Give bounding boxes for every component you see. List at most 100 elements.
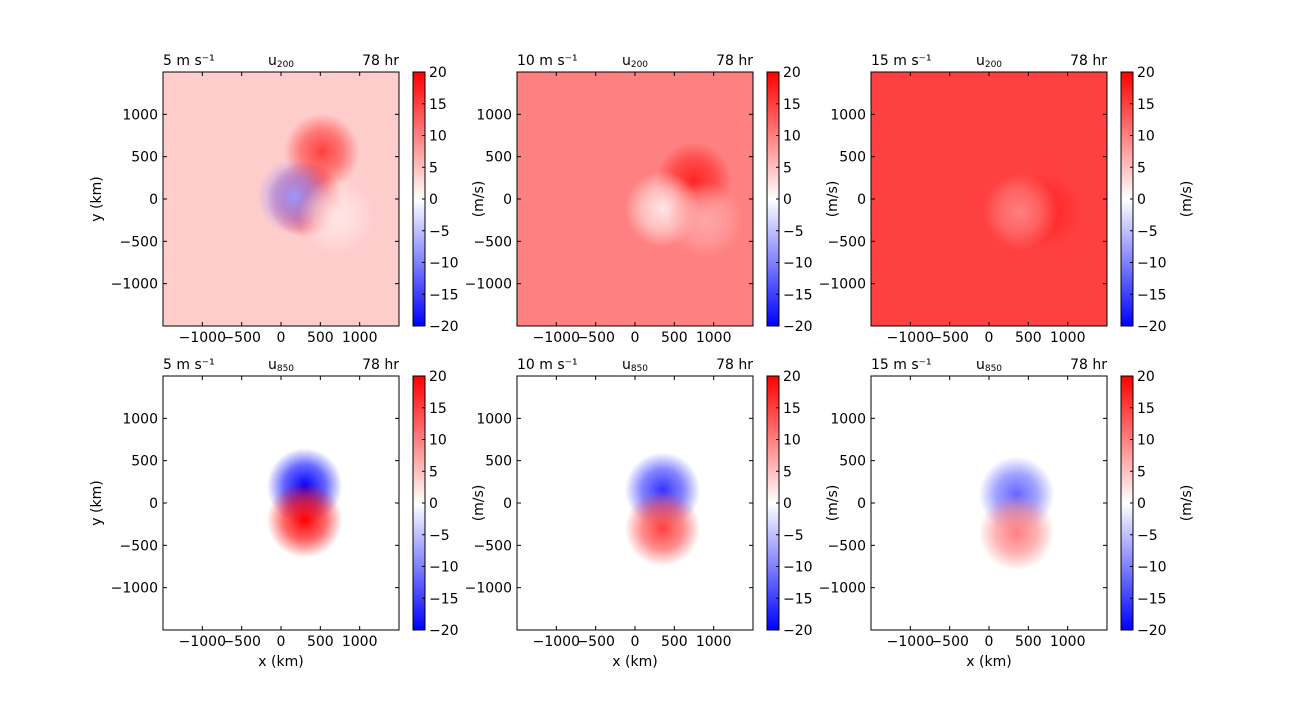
x-axis-label: x (km)	[612, 654, 657, 670]
colorbar-tick-label: 15	[429, 401, 447, 417]
y-tick-label: −1000	[111, 581, 158, 597]
x-tick-label: 1000	[342, 634, 378, 650]
left-title: 5 m s⁻¹	[163, 53, 215, 69]
x-tick-label: −500	[930, 330, 968, 346]
right-title: 78 hr	[1070, 53, 1107, 69]
colorbar-tick-label: 20	[429, 369, 447, 385]
colorbar-tick-label: 5	[429, 464, 438, 480]
colorbar-tick-label: −20	[1137, 623, 1167, 639]
x-tick-label: −1000	[887, 634, 934, 650]
colorbar-tick-label: −10	[783, 256, 813, 272]
x-axis-label: x (km)	[966, 654, 1011, 670]
x-tick-label: −1000	[179, 330, 226, 346]
x-tick-label: 0	[985, 634, 994, 650]
colorbar-tick-label: −5	[1137, 528, 1158, 544]
x-tick-label: 0	[631, 634, 640, 650]
colorbar-label: (m/s)	[825, 181, 841, 218]
colorbar-tick-label: −20	[429, 319, 459, 335]
x-tick-label: 1000	[1050, 330, 1086, 346]
center-title-base: u	[976, 357, 985, 373]
colorbar-tick-label: −10	[783, 560, 813, 576]
colorbar-tick-label: 20	[429, 65, 447, 81]
colorbar-tick-label: 10	[783, 129, 801, 145]
y-tick-label: −1000	[465, 581, 512, 597]
field-feature	[624, 490, 701, 567]
x-axis-label: x (km)	[258, 654, 303, 670]
colorbar-tick-label: 0	[1137, 496, 1146, 512]
center-title-base: u	[622, 357, 631, 373]
colorbar-tick-label: 20	[1137, 65, 1155, 81]
x-tick-label: 0	[631, 330, 640, 346]
y-axis-label: y (km)	[89, 480, 105, 525]
colorbar-tick-label: −15	[783, 287, 813, 303]
colorbar-tick-label: 0	[783, 192, 792, 208]
colorbar-tick-label: 10	[429, 433, 447, 449]
left-title: 10 m s⁻¹	[517, 357, 578, 373]
colorbar-tick-label: −15	[783, 591, 813, 607]
y-tick-label: 500	[131, 454, 158, 470]
center-title: u850	[268, 357, 294, 374]
y-tick-label: −500	[474, 538, 512, 554]
center-title: u850	[976, 357, 1002, 374]
center-title-sub: 200	[985, 60, 1002, 70]
y-tick-label: −1000	[819, 277, 866, 293]
center-title-base: u	[622, 53, 631, 69]
right-title: 78 hr	[1070, 357, 1107, 373]
colorbar-tick-label: 15	[429, 97, 447, 113]
colorbar-tick-label: 10	[783, 433, 801, 449]
colorbar-tick-label: 0	[429, 496, 438, 512]
colorbar: 20 15 10 5 0 −5 −10 −15 −20 (m/s)	[766, 369, 841, 639]
y-tick-label: −500	[120, 234, 158, 250]
x-tick-label: −500	[576, 634, 614, 650]
y-tick-label: 0	[857, 496, 866, 512]
colorbar-tick-label: 5	[1137, 160, 1146, 176]
x-tick-label: −1000	[533, 330, 580, 346]
y-tick-label: 500	[131, 150, 158, 166]
left-title: 15 m s⁻¹	[871, 357, 932, 373]
right-title: 78 hr	[716, 357, 753, 373]
y-tick-label: 1000	[830, 411, 866, 427]
colorbar-tick-label: 15	[783, 401, 801, 417]
field-feature	[266, 481, 343, 559]
colorbar-tick-label: −5	[429, 224, 450, 240]
left-title: 15 m s⁻¹	[871, 53, 932, 69]
y-tick-label: 500	[485, 150, 512, 166]
colorbar-tick-label: −10	[1137, 256, 1167, 272]
center-title: u200	[268, 53, 294, 70]
colorbar: 20 15 10 5 0 −5 −10 −15 −20 (m/s)	[1120, 369, 1195, 639]
colorbar-tick-label: −5	[1137, 224, 1158, 240]
y-tick-label: 0	[857, 192, 866, 208]
left-title: 10 m s⁻¹	[517, 53, 578, 69]
x-tick-label: 500	[661, 330, 688, 346]
y-tick-label: −500	[828, 538, 866, 554]
field-feature	[298, 177, 374, 255]
y-tick-label: −500	[828, 234, 866, 250]
y-tick-label: 1000	[830, 107, 866, 123]
x-tick-label: 500	[661, 634, 688, 650]
right-title: 78 hr	[716, 53, 753, 69]
field-feature	[668, 182, 744, 259]
colorbar-tick-label: −5	[783, 528, 804, 544]
colorbar-tick-label: 15	[783, 97, 801, 113]
left-title: 5 m s⁻¹	[163, 357, 215, 373]
colorbar-tick-label: 5	[783, 160, 792, 176]
field-features	[978, 456, 1055, 571]
colorbar: 20 15 10 5 0 −5 −10 −15 −20 (m/s)	[1120, 65, 1195, 335]
colorbar-tick-label: 0	[429, 192, 438, 208]
center-title: u850	[622, 357, 648, 374]
colorbar-tick-label: 5	[1137, 464, 1146, 480]
x-tick-label: 0	[985, 330, 994, 346]
y-tick-label: 500	[839, 454, 866, 470]
colorbar: 20 15 10 5 0 −5 −10 −15 −20 (m/s)	[766, 65, 841, 335]
field-features	[266, 447, 343, 559]
x-tick-label: −1000	[533, 634, 580, 650]
y-tick-label: 0	[149, 496, 158, 512]
colorbar-tick-label: −15	[1137, 591, 1167, 607]
y-tick-label: 1000	[476, 107, 512, 123]
field-features	[257, 113, 374, 255]
y-tick-label: 500	[839, 150, 866, 166]
